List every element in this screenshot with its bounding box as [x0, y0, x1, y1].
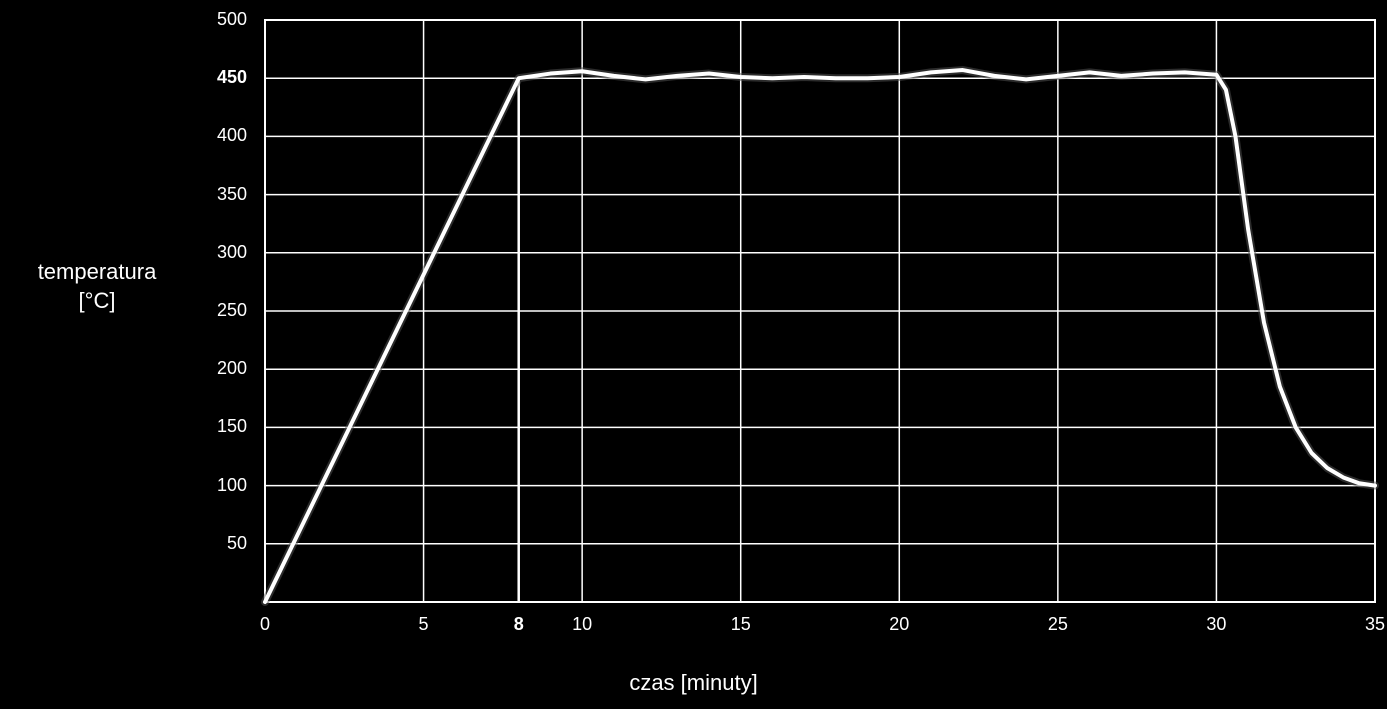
y-tick-label: 400	[217, 125, 247, 146]
x-tick-label: 25	[1038, 614, 1078, 635]
y-tick-label: 500	[217, 9, 247, 30]
x-tick-label: 0	[245, 614, 285, 635]
y-tick-label: 450	[217, 67, 247, 88]
y-tick-label: 250	[217, 300, 247, 321]
x-tick-label: 5	[404, 614, 444, 635]
x-tick-label: 20	[879, 614, 919, 635]
x-tick-label: 35	[1355, 614, 1387, 635]
y-tick-label: 350	[217, 184, 247, 205]
y-tick-label: 150	[217, 416, 247, 437]
chart-container: temperatura [°C] czas [minuty] 501001502…	[0, 0, 1387, 709]
x-tick-label: 15	[721, 614, 761, 635]
y-tick-label: 300	[217, 242, 247, 263]
x-tick-label: 30	[1196, 614, 1236, 635]
y-tick-label: 100	[217, 475, 247, 496]
y-tick-label: 50	[227, 533, 247, 554]
y-tick-label: 200	[217, 358, 247, 379]
x-tick-label: 10	[562, 614, 602, 635]
plot-svg	[0, 0, 1387, 709]
x-tick-label: 8	[499, 614, 539, 635]
